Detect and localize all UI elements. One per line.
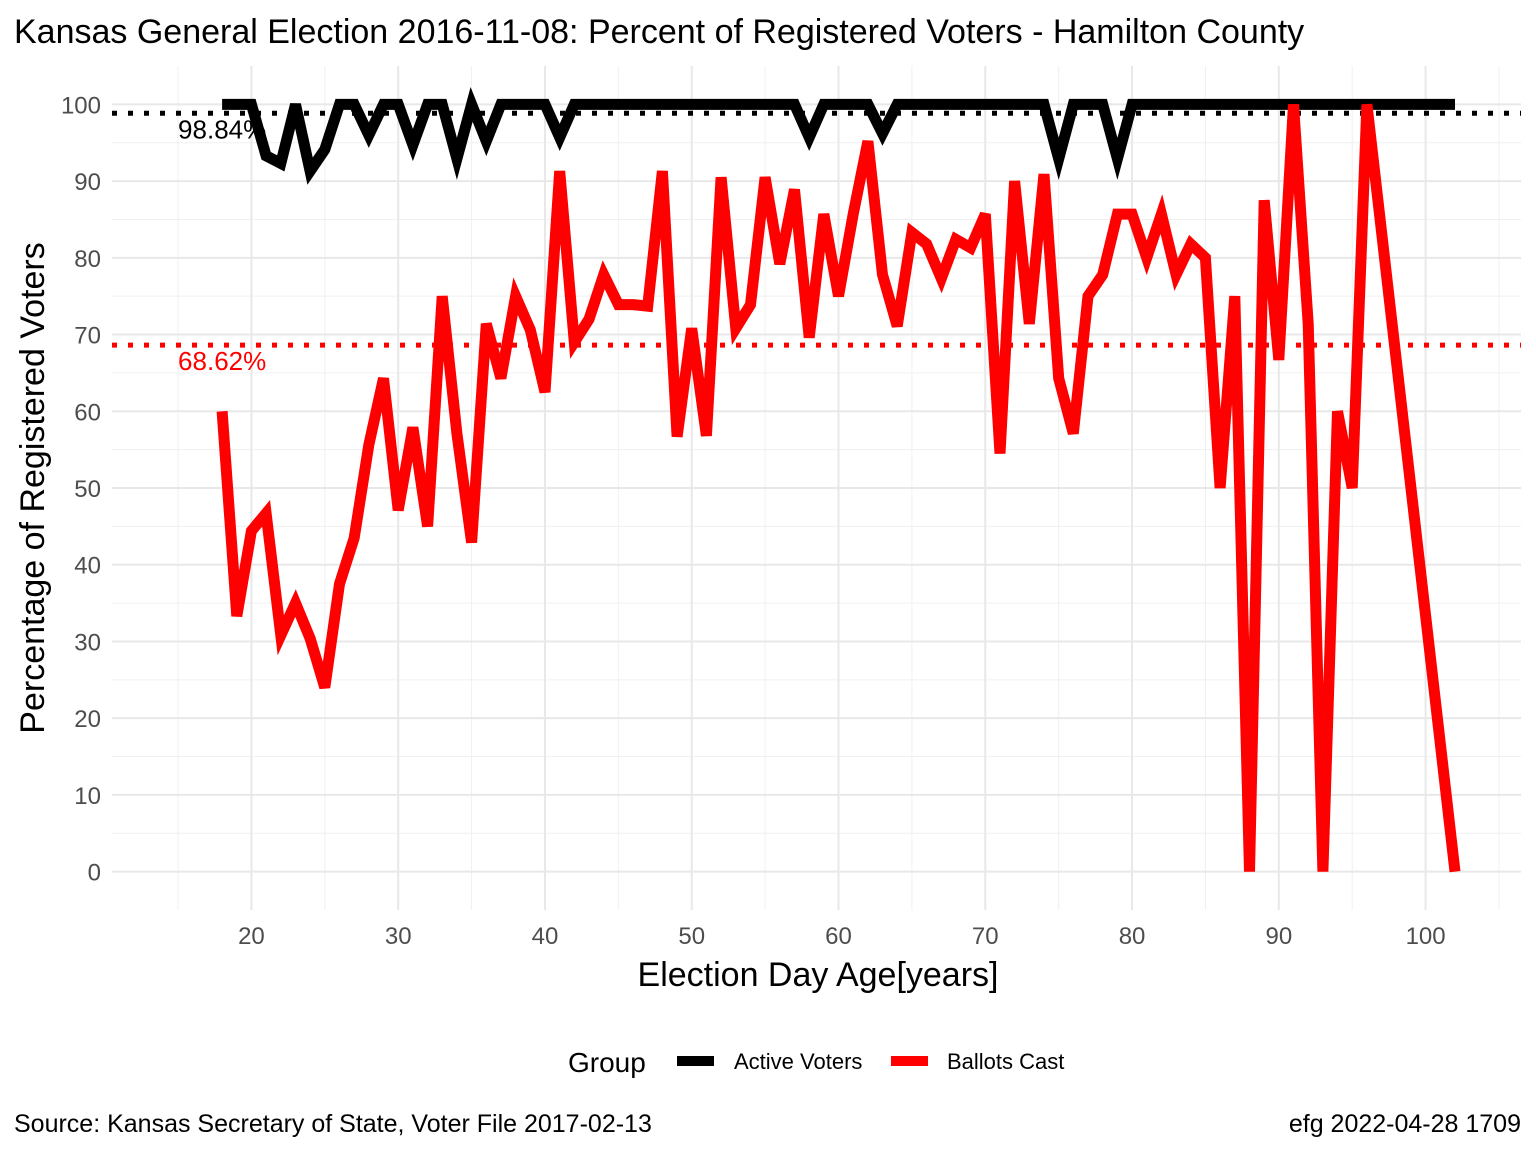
reference-labels: 98.84% 68.62% [178,114,266,376]
reference-label-1: 68.62% [178,346,266,376]
y-axis-title: Percentage of Registered Voters [14,242,52,733]
x-tick-label: 30 [385,923,412,950]
x-tick-label: 90 [1265,923,1292,950]
y-tick-label: 60 [74,399,101,426]
x-tick-label: 20 [238,923,265,950]
y-tick-label: 100 [61,92,101,119]
credit-caption: efg 2022-04-28 1709 [1289,1110,1521,1138]
chart-title: Kansas General Election 2016-11-08: Perc… [14,13,1304,51]
y-tick-label: 70 [74,323,101,350]
source-caption: Source: Kansas Secretary of State, Voter… [14,1110,652,1138]
legend: Group Active Voters Ballots Cast [568,1047,1064,1078]
series-line-active-voters [222,87,1455,185]
y-tick-label: 80 [74,246,101,273]
y-tick-label: 20 [74,706,101,733]
x-tick-label: 100 [1406,923,1446,950]
y-tick-label: 40 [74,553,101,580]
y-tick-label: 30 [74,629,101,656]
y-tick-label: 10 [74,783,101,810]
reference-label-0: 98.84% [178,114,266,144]
x-tick-label: 40 [532,923,559,950]
legend-title: Group [568,1047,646,1078]
y-tick-label: 50 [74,476,101,503]
x-tick-label: 80 [1119,923,1146,950]
legend-label-ballots-cast: Ballots Cast [947,1049,1064,1074]
series-lines [216,87,1461,873]
y-axis-ticks: 0 10 20 30 40 50 60 70 80 90 100 [61,92,101,886]
legend-label-active-voters: Active Voters [734,1049,862,1074]
y-tick-label: 90 [74,169,101,196]
series-line-ballots-cast [216,103,1461,873]
x-axis-title: Election Day Age[years] [638,956,999,994]
x-tick-label: 70 [972,923,999,950]
x-tick-label: 60 [825,923,852,950]
x-tick-label: 50 [678,923,705,950]
y-tick-label: 0 [88,860,101,887]
x-axis-ticks: 20 30 40 50 60 70 80 90 100 [238,923,1446,950]
